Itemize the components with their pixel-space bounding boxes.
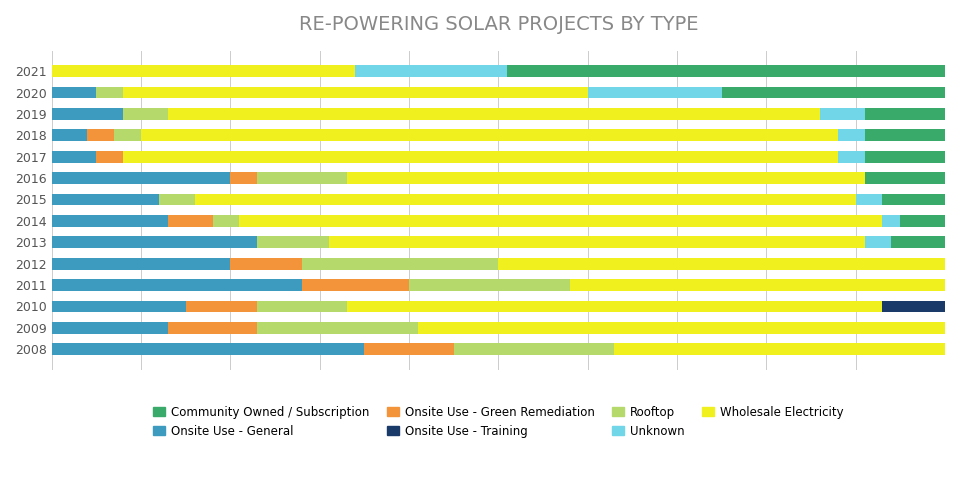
Bar <box>52 129 87 141</box>
Bar <box>865 129 945 141</box>
Bar <box>168 108 820 120</box>
Bar <box>52 172 230 184</box>
Bar <box>257 322 418 333</box>
Bar <box>301 279 409 291</box>
Bar <box>212 215 239 227</box>
Bar <box>301 258 498 270</box>
Bar <box>123 151 838 162</box>
Bar <box>347 300 882 312</box>
Bar <box>882 215 900 227</box>
Bar <box>900 215 945 227</box>
Bar <box>570 279 945 291</box>
Bar <box>865 236 892 248</box>
Bar <box>722 87 945 99</box>
Bar <box>52 194 159 205</box>
Bar <box>159 194 195 205</box>
Bar <box>418 322 945 333</box>
Bar <box>168 215 212 227</box>
Bar <box>365 343 454 355</box>
Bar <box>882 300 945 312</box>
Bar <box>141 129 838 141</box>
Bar <box>355 65 507 77</box>
Bar <box>52 108 123 120</box>
Bar <box>588 87 722 99</box>
Bar <box>52 87 96 99</box>
Bar <box>328 236 865 248</box>
Bar <box>52 215 168 227</box>
Bar <box>123 108 168 120</box>
Bar <box>114 129 141 141</box>
Bar <box>168 322 257 333</box>
Bar <box>230 258 301 270</box>
Bar <box>820 108 865 120</box>
Legend: Community Owned / Subscription, Onsite Use - General, Onsite Use - Green Remedia: Community Owned / Subscription, Onsite U… <box>149 401 849 442</box>
Bar <box>52 300 185 312</box>
Bar <box>96 151 123 162</box>
Title: RE-POWERING SOLAR PROJECTS BY TYPE: RE-POWERING SOLAR PROJECTS BY TYPE <box>299 15 698 34</box>
Bar <box>838 129 865 141</box>
Bar <box>257 172 347 184</box>
Bar <box>185 300 257 312</box>
Bar <box>239 215 882 227</box>
Bar <box>52 151 96 162</box>
Bar <box>865 151 945 162</box>
Bar <box>195 194 855 205</box>
Bar <box>52 343 365 355</box>
Bar <box>892 236 945 248</box>
Bar <box>52 279 301 291</box>
Bar <box>257 300 347 312</box>
Bar <box>257 236 328 248</box>
Bar <box>838 151 865 162</box>
Bar <box>865 172 945 184</box>
Bar <box>454 343 614 355</box>
Bar <box>52 258 230 270</box>
Bar <box>882 194 945 205</box>
Bar <box>52 236 257 248</box>
Bar <box>865 108 945 120</box>
Bar <box>230 172 257 184</box>
Bar <box>614 343 945 355</box>
Bar <box>498 258 945 270</box>
Bar <box>96 87 123 99</box>
Bar <box>507 65 945 77</box>
Bar <box>855 194 882 205</box>
Bar <box>123 87 588 99</box>
Bar <box>87 129 114 141</box>
Bar <box>52 65 355 77</box>
Bar <box>347 172 865 184</box>
Bar <box>409 279 570 291</box>
Bar <box>52 322 168 333</box>
